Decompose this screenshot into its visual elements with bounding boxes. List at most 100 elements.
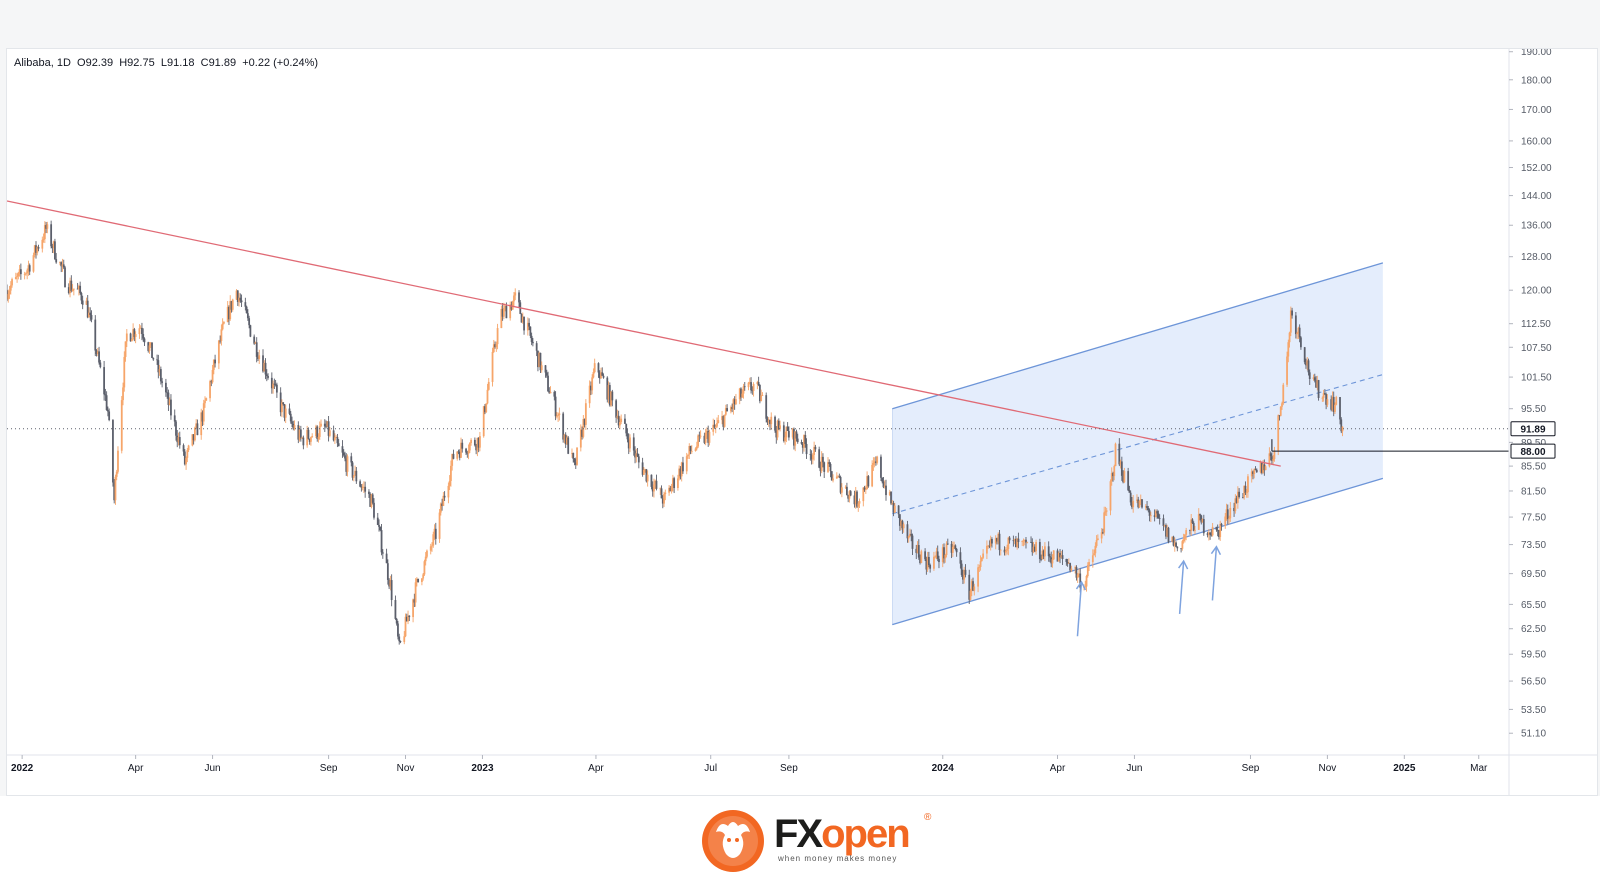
candle-body [1016, 538, 1019, 548]
candle-body [1093, 553, 1095, 556]
candle-body [828, 462, 831, 464]
candle-body [185, 457, 187, 465]
candle-body [54, 241, 56, 260]
candle-body [467, 450, 470, 454]
candle-body [293, 425, 296, 429]
legend-high: H92.75 [119, 57, 155, 69]
candle-body [537, 350, 539, 368]
candle-body [378, 524, 380, 527]
legend-low: L91.18 [160, 57, 195, 69]
candle-body [794, 431, 797, 446]
candle-body [890, 491, 892, 504]
candle-body [11, 279, 13, 286]
candle-body [761, 395, 764, 396]
candle-body [1332, 396, 1335, 412]
candle-body [757, 382, 760, 386]
candle-body [1021, 541, 1024, 543]
candle-body [1289, 310, 1292, 333]
candle-body [740, 388, 742, 398]
candle-body [882, 481, 885, 488]
candle-body [664, 492, 667, 495]
candle-body [934, 556, 937, 558]
candle-body [687, 454, 689, 457]
candle-body [288, 408, 291, 414]
price-chart[interactable]: 190.00 180.00 170.00 160.00 152.00 144.00 136.… [7, 49, 1597, 795]
candle-body [228, 306, 230, 320]
candle-body [139, 327, 142, 329]
candle-body [844, 486, 847, 488]
candle-body [713, 424, 716, 428]
candle-body [573, 458, 576, 463]
candle-body [1067, 563, 1070, 564]
candle-body [1291, 310, 1293, 316]
candle-body [1162, 518, 1165, 526]
candle-body [1316, 380, 1319, 388]
candle-body [881, 477, 884, 482]
candle-body [741, 393, 744, 398]
candle-body [680, 462, 683, 477]
parallel-channel[interactable] [892, 262, 1384, 626]
candle-body [61, 264, 64, 267]
candle-body [389, 580, 392, 587]
candle-body [624, 418, 626, 424]
candle-body [951, 546, 954, 553]
channel-upper-line [892, 262, 1384, 410]
candle-body [980, 557, 983, 562]
candle-body [134, 334, 137, 337]
candle-body [1023, 539, 1026, 541]
drawing-lines[interactable] [7, 200, 1509, 637]
candle-body [1297, 327, 1300, 333]
time-tick-label: 2023 [471, 763, 494, 774]
price-tick-label: 180.00 [1521, 75, 1552, 86]
candle-body [1096, 538, 1099, 541]
candle-body [1330, 399, 1333, 410]
candle-body [1129, 492, 1132, 503]
brand-wordmark: FXopen [774, 812, 911, 856]
candle-body [1313, 377, 1316, 381]
candle-body [775, 430, 778, 438]
candle-body [654, 480, 657, 485]
candle-body [977, 567, 979, 587]
candle-body [1041, 550, 1044, 560]
candle-body [1032, 546, 1035, 553]
candle-body [316, 426, 319, 439]
candle-body [1171, 536, 1174, 543]
candle-body [1109, 481, 1112, 511]
candle-body [1057, 553, 1060, 562]
candle-body [441, 503, 443, 507]
candle-body [774, 416, 776, 431]
candle-body [854, 491, 857, 505]
candle-body [491, 351, 494, 382]
candle-body [510, 304, 513, 310]
candle-body [1183, 534, 1186, 540]
candle-body [1269, 453, 1272, 457]
candle-body [521, 316, 524, 323]
candle-body [1225, 509, 1228, 517]
candle-body [32, 255, 35, 272]
candle-body [452, 453, 455, 459]
candle-body [564, 434, 567, 445]
candle-body [1229, 507, 1232, 519]
candle-body [735, 399, 737, 405]
candle-body [1235, 498, 1238, 503]
candle-body [853, 495, 856, 505]
candle-body [562, 413, 565, 440]
candle-body [1306, 360, 1309, 366]
candle-body [758, 385, 761, 402]
candle-body [584, 403, 587, 425]
candle-body [248, 318, 251, 326]
candle-body [373, 502, 375, 518]
candle-body [270, 377, 273, 389]
candle-body [685, 456, 688, 472]
candle-body [1049, 556, 1051, 558]
price-tick-label: 65.50 [1521, 600, 1546, 611]
candle-body [703, 435, 706, 443]
candle-body [187, 445, 190, 451]
candle-body [644, 469, 647, 471]
candle-body [1033, 546, 1036, 552]
arrow-shaft-2 [1178, 561, 1185, 615]
candle-body [81, 300, 84, 305]
candle-body [1189, 530, 1191, 531]
candle-body [1118, 443, 1121, 465]
candle-body [1308, 372, 1311, 379]
